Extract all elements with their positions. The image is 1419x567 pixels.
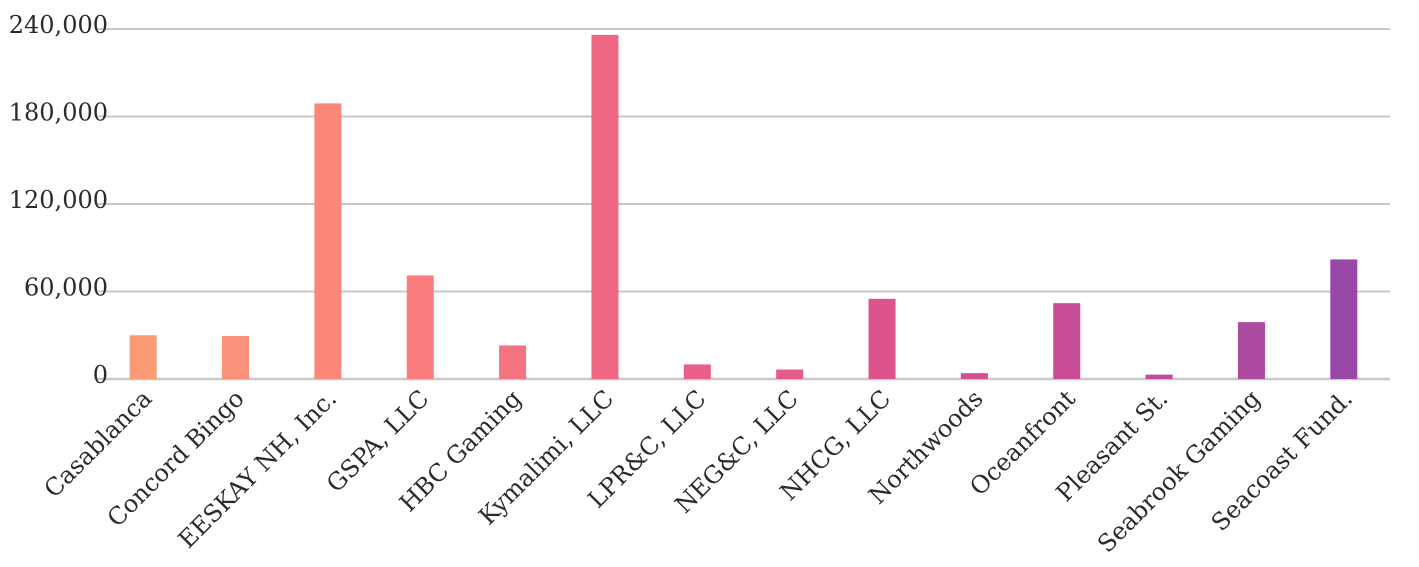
x-tick-label: EESKAY NH, Inc. — [173, 384, 342, 553]
bar — [499, 345, 527, 379]
y-tick-label: 0 — [93, 361, 108, 389]
y-tick-label: 120,000 — [9, 186, 108, 214]
y-axis-tick-labels: 0 60,000 120,000 180,000 240,000 — [9, 11, 108, 389]
bar — [222, 335, 250, 379]
bars — [129, 34, 1358, 379]
bar — [406, 275, 434, 379]
y-tick-label: 240,000 — [9, 11, 108, 39]
bar — [1237, 322, 1265, 379]
bar — [868, 298, 896, 379]
gridlines — [97, 28, 1390, 381]
bar — [591, 34, 619, 379]
bar — [683, 364, 711, 379]
bar — [129, 335, 157, 379]
x-tick-label: Seabrook Gaming — [1092, 384, 1266, 558]
bar — [1330, 259, 1358, 379]
y-tick-label: 60,000 — [24, 274, 108, 302]
y-tick-label: 180,000 — [9, 99, 108, 127]
bar — [1053, 303, 1081, 379]
bar — [960, 373, 988, 379]
bar — [314, 103, 342, 379]
bar — [776, 369, 804, 379]
bar — [1145, 374, 1173, 379]
